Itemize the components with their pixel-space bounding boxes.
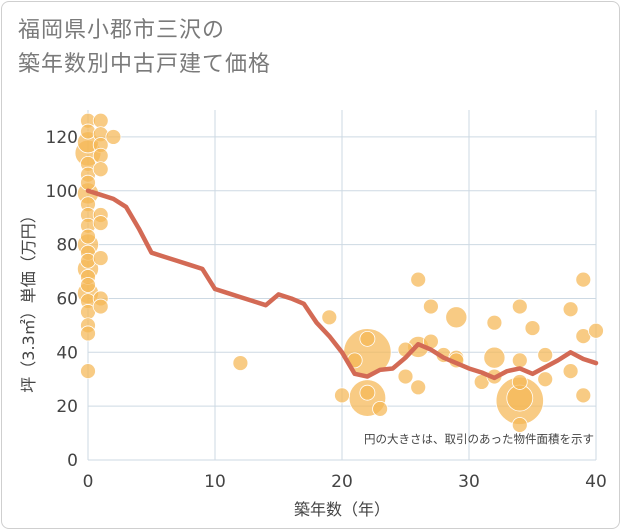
- data-bubble: [410, 379, 427, 396]
- data-bubble: [105, 129, 122, 145]
- data-bubble: [588, 322, 604, 339]
- y-axis-label: 坪（3.3㎡）単価（万円）: [19, 207, 38, 392]
- data-bubble: [511, 352, 528, 369]
- bubbles-layer: [74, 112, 604, 433]
- data-bubble: [359, 384, 376, 401]
- chart-title-line-2: 築年数別中古戸建て価格: [18, 52, 272, 77]
- data-bubble: [232, 355, 249, 371]
- data-bubble: [511, 417, 528, 433]
- data-bubble: [511, 374, 528, 390]
- data-bubble: [524, 320, 541, 336]
- y-tick-label: 100: [46, 182, 78, 202]
- x-tick-label: 40: [585, 472, 607, 492]
- data-bubble: [537, 347, 554, 363]
- x-axis-label: 築年数（年）: [294, 500, 390, 519]
- y-tick-label: 0: [67, 451, 78, 471]
- bubble-size-note: 円の大きさは、取引のあった物件面積を示す: [364, 432, 594, 446]
- chart-title: 福岡県小郡市三沢の 築年数別中古戸建て価格: [18, 14, 271, 82]
- data-bubble: [537, 371, 554, 388]
- data-bubble: [92, 215, 109, 231]
- data-bubble: [80, 325, 96, 342]
- data-bubble: [80, 228, 96, 245]
- data-bubble: [92, 250, 109, 266]
- data-bubble: [575, 387, 592, 404]
- data-bubble: [92, 112, 109, 129]
- data-bubble: [422, 298, 439, 315]
- x-tick-label: 30: [458, 472, 480, 492]
- data-bubble: [372, 400, 389, 417]
- data-bubble: [321, 309, 338, 326]
- y-tick-label: 120: [46, 128, 78, 148]
- data-bubble: [562, 301, 579, 318]
- y-tick-labels: 0 20 40 60 80 100 120: [46, 128, 78, 471]
- data-bubble: [483, 346, 506, 369]
- y-tick-label: 60: [56, 289, 78, 309]
- data-bubble: [92, 147, 109, 164]
- x-tick-label: 20: [331, 472, 353, 492]
- data-bubble: [445, 306, 468, 329]
- data-bubble: [511, 298, 528, 315]
- data-bubble: [80, 277, 96, 293]
- data-bubble: [359, 330, 376, 347]
- y-tick-label: 80: [56, 236, 78, 256]
- x-tick-labels: 0 10 20 30 40: [83, 472, 607, 492]
- data-bubble: [80, 363, 96, 380]
- x-tick-label: 10: [204, 472, 226, 492]
- y-tick-label: 40: [56, 343, 78, 363]
- data-bubble: [397, 368, 414, 385]
- data-bubble: [334, 387, 350, 404]
- y-tick-label: 20: [56, 397, 78, 417]
- chart-title-line-1: 福岡県小郡市三沢の: [18, 18, 226, 43]
- data-bubble: [562, 363, 579, 380]
- data-bubble: [486, 314, 503, 331]
- average-price-line: [85, 188, 599, 381]
- data-bubble: [80, 174, 96, 191]
- data-bubble: [410, 271, 427, 288]
- data-bubble: [92, 161, 109, 178]
- trend-line-layer: [85, 188, 599, 381]
- x-tick-label: 0: [83, 472, 94, 492]
- data-bubble: [92, 298, 109, 315]
- data-bubble: [575, 271, 592, 288]
